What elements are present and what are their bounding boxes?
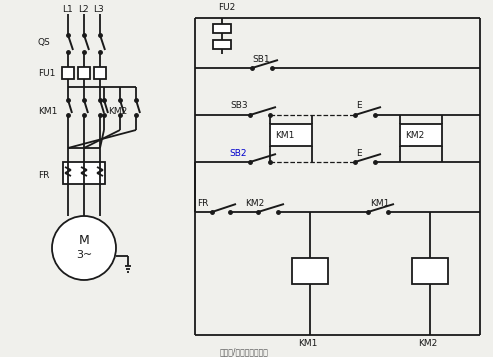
Text: M: M xyxy=(78,235,89,247)
Text: KM2: KM2 xyxy=(245,198,264,207)
Circle shape xyxy=(52,216,116,280)
Text: SB1: SB1 xyxy=(252,55,270,64)
Text: SB2: SB2 xyxy=(229,149,246,157)
Text: 3~: 3~ xyxy=(76,250,92,260)
Text: FU2: FU2 xyxy=(218,4,235,12)
Text: E: E xyxy=(356,149,362,157)
Text: SB3: SB3 xyxy=(230,101,247,111)
Text: L2: L2 xyxy=(78,5,89,15)
Bar xyxy=(292,258,328,284)
Text: FU1: FU1 xyxy=(38,69,55,77)
Text: KM2: KM2 xyxy=(405,131,424,140)
Bar xyxy=(213,40,231,49)
Text: FR: FR xyxy=(197,198,209,207)
Text: KM2: KM2 xyxy=(418,340,437,348)
Bar xyxy=(412,258,448,284)
Bar xyxy=(94,67,106,79)
Bar xyxy=(62,67,74,79)
Text: L1: L1 xyxy=(62,5,73,15)
Bar xyxy=(400,124,442,146)
Text: KM2: KM2 xyxy=(108,107,127,116)
Text: FR: FR xyxy=(38,171,49,180)
Bar xyxy=(213,24,231,33)
Text: L3: L3 xyxy=(93,5,104,15)
Bar xyxy=(63,162,105,184)
Text: KM1: KM1 xyxy=(370,198,389,207)
Bar xyxy=(270,124,312,146)
Text: E: E xyxy=(356,101,362,111)
Text: KM1: KM1 xyxy=(38,107,57,116)
Text: KM1: KM1 xyxy=(298,340,317,348)
Bar xyxy=(78,67,90,79)
Text: QS: QS xyxy=(38,37,51,46)
Text: KM1: KM1 xyxy=(275,131,294,140)
Text: 头条号/电气自动化应用: 头条号/电气自动化应用 xyxy=(220,347,269,357)
